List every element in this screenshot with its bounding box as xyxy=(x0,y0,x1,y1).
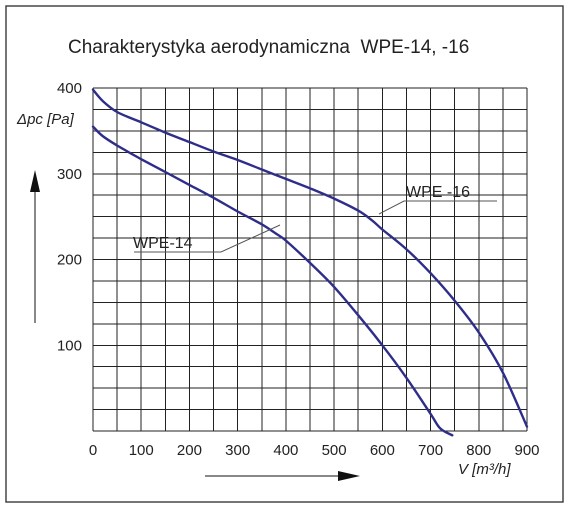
label-wpe-14: WPE-14 xyxy=(133,235,193,252)
leader-line-wpe-14 xyxy=(134,224,281,253)
x-tick-label: 900 xyxy=(514,442,539,459)
y-axis-label: Δpc [Pa] xyxy=(16,111,75,128)
series-line-wpe-14 xyxy=(91,125,454,437)
x-tick-label: 700 xyxy=(418,442,443,459)
y-tick-label: 300 xyxy=(57,166,82,183)
chart-frame xyxy=(5,5,564,503)
y-tick-label: 100 xyxy=(57,337,82,354)
series-line-wpe-16 xyxy=(91,88,529,428)
x-axis-label: V [m³/h] xyxy=(458,461,511,478)
y-tick-label: 400 xyxy=(57,80,82,97)
x-tick-label: 200 xyxy=(177,442,202,459)
x-tick-label: 0 xyxy=(89,442,97,459)
x-tick-label: 100 xyxy=(129,442,154,459)
x-tick-label: 600 xyxy=(370,442,395,459)
leader-line-wpe-16 xyxy=(378,200,497,215)
x-axis-arrow xyxy=(205,471,360,481)
y-axis-arrow xyxy=(30,170,40,323)
y-tick-label: 200 xyxy=(57,252,82,269)
x-tick-label: 400 xyxy=(273,442,298,459)
series-annotations: WPE -16 WPE-14 xyxy=(133,184,497,253)
grid xyxy=(92,87,528,432)
tick-labels: 0 100 200 300 400 500 600 700 800 900 100 200 300 400 xyxy=(57,80,540,459)
x-tick-label: 800 xyxy=(466,442,491,459)
chart-title: Charakterystyka aerodynamiczna WPE-14, -… xyxy=(68,37,469,58)
x-tick-label: 500 xyxy=(322,442,347,459)
curves xyxy=(91,88,529,437)
x-tick-label: 300 xyxy=(225,442,250,459)
label-wpe-16: WPE -16 xyxy=(406,184,470,201)
